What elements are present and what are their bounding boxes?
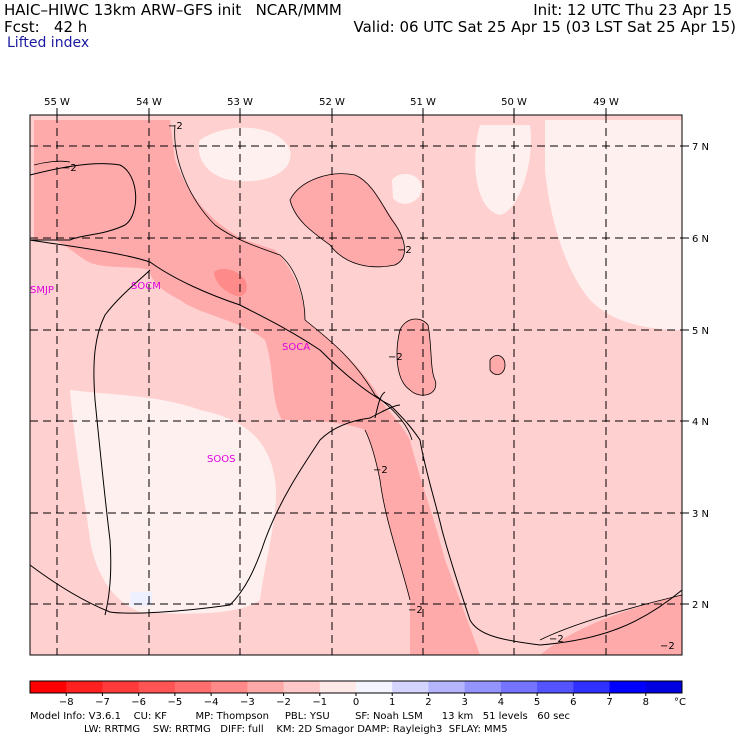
field-light-ne — [545, 120, 682, 330]
field-light-sw — [70, 390, 277, 614]
colorbar-swatch — [319, 681, 357, 693]
lat-lon-grid — [30, 115, 682, 655]
lon-label-51w: 51 W — [410, 97, 436, 108]
colorbar-swatch — [464, 681, 502, 693]
lon-label-49w: 49 W — [593, 97, 619, 108]
colorbar-tick-label: −1 — [312, 697, 327, 708]
lat-label-2n: 2 N — [692, 600, 709, 611]
init-time: Init: 12 UTC Thu 23 Apr 15 — [533, 1, 732, 19]
field-dark-spot — [214, 268, 247, 297]
contour-label: −2 — [373, 465, 388, 476]
colorbar-swatch — [247, 681, 285, 693]
lon-label-52w: 52 W — [319, 97, 345, 108]
colorbar-swatch — [500, 681, 538, 693]
lat-label-7n: 7 N — [692, 142, 709, 153]
field-pink-patch-2 — [397, 318, 436, 396]
contour-label: −2 — [408, 605, 423, 616]
colorbar-swatch — [356, 681, 393, 693]
colorbar-tick-label: 8 — [643, 697, 649, 708]
colorbar-tick-label: 5 — [534, 697, 540, 708]
colorbar-tick-label: −8 — [59, 697, 74, 708]
field-light-n3 — [392, 173, 422, 204]
axis-ticks — [56, 108, 689, 605]
colorbar-tick-label: −5 — [168, 697, 183, 708]
field-pink-patch-3 — [490, 355, 505, 375]
colorbar-tick-label: −6 — [131, 697, 146, 708]
colorbar-tick-label: 6 — [570, 697, 576, 708]
station-socm: SOCM — [131, 281, 161, 292]
colorbar-swatch — [537, 681, 574, 693]
lat-label-3n: 3 N — [692, 509, 709, 520]
colorbar-swatch — [211, 681, 248, 693]
contour-label: −2 — [62, 163, 77, 174]
field-light-n1 — [198, 127, 291, 182]
station-smjp: SMJP — [30, 285, 54, 296]
field-coastal-band — [34, 120, 480, 655]
colorbar-tick-label: −2 — [276, 697, 291, 708]
lon-label-54w: 54 W — [136, 97, 162, 108]
contour-label: −2 — [660, 641, 675, 652]
colorbar-tick-label: 3 — [461, 697, 467, 708]
forecast-hour: Fcst: 42 h — [4, 18, 88, 36]
station-soca: SOCA — [282, 342, 310, 353]
colorbar-swatch — [392, 681, 429, 693]
colorbar-swatch — [138, 681, 176, 693]
model-info-line1: Model Info: V3.6.1 CU: KF MP: Thompson P… — [30, 711, 570, 722]
colorbar-swatch — [573, 681, 611, 693]
map-frame — [29, 114, 683, 656]
lat-label-6n: 6 N — [692, 234, 709, 245]
lat-label-4n: 4 N — [692, 417, 709, 428]
lon-label-55w: 55 W — [44, 97, 70, 108]
colorbar-swatch — [174, 681, 212, 693]
lon-label-53w: 53 W — [227, 97, 253, 108]
contour-label: −2 — [388, 352, 403, 363]
colorbar-swatch — [283, 681, 321, 693]
valid-time: Valid: 06 UTC Sat 25 Apr 15 (03 LST Sat … — [353, 18, 736, 36]
field-blueish-spot — [130, 592, 152, 606]
station-soos: SOOS — [207, 454, 235, 465]
shaded-field — [30, 115, 682, 655]
colorbar-tick-label: −7 — [95, 697, 110, 708]
colorbar-tick-label: 7 — [606, 697, 612, 708]
coastline — [29, 163, 683, 646]
model-info-line2: LW: RRTMG SW: RRTMG DIFF: full KM: 2D Sm… — [84, 724, 508, 735]
colorbar-tick-label: 2 — [425, 697, 431, 708]
field-name: Lifted index — [7, 35, 90, 51]
colorbar-tick-label: 4 — [498, 697, 504, 708]
colorbar-tick-label: 1 — [389, 697, 395, 708]
colorbar-tick-label: −4 — [204, 697, 219, 708]
lat-label-5n: 5 N — [692, 326, 709, 337]
colorbar-swatch — [645, 681, 683, 693]
colorbar-swatch — [609, 681, 647, 693]
field-light-n2 — [475, 125, 531, 215]
contour-label: −2 — [168, 121, 183, 132]
colorbar: −8 −7 −6 −5 −4 −3 −2 −1 0 1 2 3 4 5 6 7 8 — [29, 680, 683, 708]
lon-label-50w: 50 W — [501, 97, 527, 108]
colorbar-swatch — [66, 681, 103, 693]
colorbar-swatch — [102, 681, 140, 693]
colorbar-swatch — [30, 681, 67, 693]
contour-label: −2 — [397, 245, 412, 256]
contour-label: −2 — [549, 634, 564, 645]
colorbar-tick-label: −3 — [240, 697, 255, 708]
colorbar-tick-label: 0 — [353, 697, 359, 708]
field-pink-patch — [290, 173, 405, 267]
model-title: HAIC–HIWC 13km ARW–GFS init NCAR/MMM — [4, 1, 342, 19]
colorbar-unit: °C — [674, 697, 686, 708]
colorbar-swatch — [428, 681, 466, 693]
